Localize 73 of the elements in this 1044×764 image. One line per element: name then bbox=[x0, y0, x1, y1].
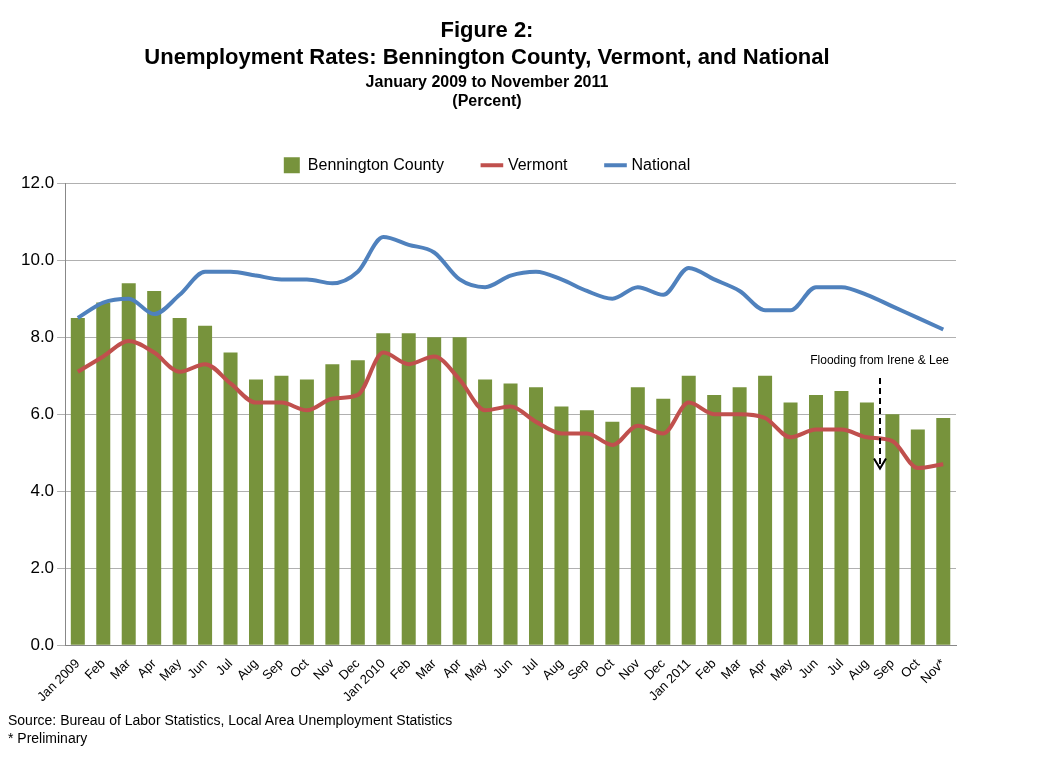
bar bbox=[452, 337, 467, 645]
line-series bbox=[75, 235, 946, 332]
bar bbox=[579, 410, 594, 645]
x-tick-label: Aug bbox=[233, 655, 261, 683]
x-tick-label: Jun bbox=[184, 655, 210, 682]
x-tick-label: Sep bbox=[870, 655, 898, 683]
x-tick-label: Mar bbox=[106, 655, 134, 683]
bar bbox=[121, 283, 136, 645]
x-tick-label: Feb bbox=[692, 655, 719, 683]
x-tick-label: Jul bbox=[212, 655, 236, 679]
source-note: Source: Bureau of Labor Statistics, Local Area Unemployment Statistics bbox=[8, 712, 454, 728]
bar bbox=[70, 317, 85, 645]
x-tick-label: Mar bbox=[412, 655, 440, 683]
bar bbox=[910, 429, 925, 645]
bar bbox=[376, 333, 391, 645]
chart-title: Figure 2: Unemployment Rates: Bennington County, Vermont, and National bbox=[144, 17, 830, 69]
bar bbox=[885, 414, 900, 645]
bar bbox=[223, 352, 238, 645]
bar bbox=[325, 364, 340, 645]
bar bbox=[681, 375, 696, 645]
bar bbox=[758, 375, 773, 645]
bar bbox=[630, 387, 645, 645]
x-tick-label: Feb bbox=[386, 655, 414, 683]
bar bbox=[299, 379, 314, 645]
bar bbox=[936, 418, 951, 645]
bar bbox=[529, 387, 543, 645]
x-tick-label: Jun bbox=[795, 655, 821, 682]
bar bbox=[809, 394, 823, 645]
chart-subtitle: January 2009 to November 2011 (Percent) bbox=[365, 72, 609, 110]
text: * Preliminary bbox=[8, 730, 89, 746]
x-tick-label: Nov bbox=[615, 655, 643, 683]
bar bbox=[503, 383, 518, 645]
bar bbox=[656, 398, 671, 645]
x-tick-label: Aug bbox=[539, 655, 567, 683]
x-tick-label: Jun bbox=[489, 655, 516, 682]
bar bbox=[350, 360, 365, 645]
bar bbox=[478, 379, 493, 645]
x-tick-label: Feb bbox=[81, 655, 108, 683]
bar bbox=[147, 290, 162, 645]
x-tick-label: Nov bbox=[310, 655, 338, 683]
bar bbox=[707, 394, 722, 645]
bar bbox=[427, 337, 442, 645]
x-tick-label: Jul bbox=[518, 655, 541, 679]
bar bbox=[401, 333, 416, 645]
x-tick-label: Oct bbox=[592, 655, 618, 681]
bar bbox=[554, 406, 569, 645]
y-tick-label: 0.0 bbox=[30, 634, 55, 654]
x-tick-label: Mar bbox=[717, 655, 745, 683]
bar bbox=[274, 375, 289, 645]
annotation: Flooding from Irene & Lee bbox=[809, 352, 950, 368]
y-tick-label: 8.0 bbox=[30, 326, 55, 346]
legend-label: National bbox=[631, 155, 691, 173]
bar bbox=[249, 379, 263, 645]
x-tick-label: Jul bbox=[823, 655, 847, 679]
bar bbox=[834, 391, 849, 645]
y-tick-label: 4.0 bbox=[30, 480, 55, 500]
x-tick-label: Oct bbox=[286, 655, 312, 681]
x-tick-label: Sep bbox=[259, 655, 287, 683]
x-tick-label: Sep bbox=[564, 655, 592, 683]
bar bbox=[859, 402, 874, 645]
y-tick-label: 2.0 bbox=[30, 557, 55, 577]
legend-label: Vermont bbox=[507, 155, 569, 173]
y-tick-label: 12.0 bbox=[20, 172, 55, 192]
bar bbox=[732, 387, 747, 645]
y-tick-label: 10.0 bbox=[20, 249, 55, 269]
y-tick-label: 6.0 bbox=[30, 403, 55, 423]
bar bbox=[605, 421, 620, 645]
bar bbox=[783, 402, 798, 645]
bar bbox=[96, 302, 111, 645]
bar bbox=[198, 325, 213, 645]
x-tick-label: Aug bbox=[844, 655, 872, 683]
bar bbox=[172, 317, 187, 645]
legend-label: Bennington County bbox=[307, 155, 444, 173]
